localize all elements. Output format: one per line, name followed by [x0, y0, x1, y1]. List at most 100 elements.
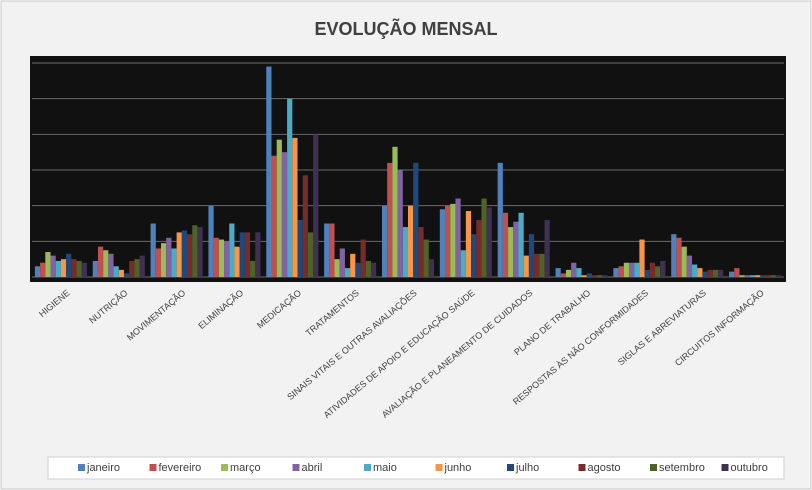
bar [218, 239, 225, 277]
bar [266, 66, 272, 277]
bar [618, 266, 624, 277]
bar [34, 266, 41, 277]
bar [244, 232, 251, 277]
bar [271, 155, 277, 277]
legend-label: junho [444, 462, 472, 474]
bar [586, 273, 592, 277]
bar [613, 268, 619, 277]
bar [508, 227, 514, 277]
bar [413, 162, 419, 277]
bar [734, 268, 740, 277]
bar [313, 134, 319, 277]
bar [591, 275, 598, 277]
legend-label: maio [373, 462, 397, 474]
bar [539, 253, 545, 277]
bar [450, 203, 456, 277]
bar [92, 260, 98, 277]
bar [50, 255, 56, 277]
legend-swatch [364, 464, 371, 471]
bar [460, 250, 466, 277]
bar [692, 264, 698, 277]
bar [576, 268, 582, 277]
bar [623, 262, 629, 277]
bar [281, 152, 288, 277]
bar [97, 246, 104, 277]
bar [229, 223, 235, 277]
legend-label: janeiro [86, 462, 120, 474]
bar [681, 246, 687, 277]
bar [597, 275, 603, 277]
legend-swatch [292, 464, 300, 471]
bar [287, 98, 293, 278]
bar [770, 275, 776, 277]
bar [234, 246, 240, 277]
bar [544, 219, 550, 277]
bar [370, 262, 377, 277]
bar [213, 237, 219, 277]
bar [686, 255, 693, 277]
bar [676, 237, 682, 277]
bar [402, 227, 408, 277]
bar [671, 234, 677, 277]
bar [760, 275, 766, 277]
bar [350, 253, 356, 277]
bar [602, 275, 608, 277]
legend-label: julho [515, 462, 539, 474]
bar [255, 232, 261, 277]
bar [644, 269, 650, 277]
bar [160, 243, 167, 277]
bar [45, 252, 51, 277]
bar [628, 262, 635, 277]
bar [481, 198, 487, 277]
bar [66, 253, 72, 277]
bar [76, 260, 82, 277]
bar [423, 239, 429, 277]
legend-label: abril [302, 462, 323, 474]
bar [150, 223, 156, 277]
bar [139, 255, 145, 277]
bar [455, 198, 461, 277]
bar [707, 269, 713, 277]
bar [60, 259, 67, 277]
bar [718, 269, 724, 277]
bar [497, 162, 503, 277]
bar [344, 268, 351, 277]
bar [176, 232, 182, 277]
legend [47, 456, 785, 480]
bar [307, 232, 314, 277]
bar [634, 262, 640, 277]
bar [192, 225, 198, 277]
bar [276, 139, 282, 277]
bar [197, 227, 203, 277]
bar [765, 275, 771, 277]
bar [123, 273, 130, 277]
bar [560, 273, 566, 277]
bar [224, 241, 230, 277]
bar [471, 234, 477, 277]
bar [555, 268, 561, 277]
bar [381, 205, 388, 277]
bar [702, 271, 708, 277]
bar [40, 262, 46, 277]
bar [712, 269, 719, 277]
bar [55, 260, 61, 277]
bar [528, 234, 535, 277]
bar [418, 227, 424, 277]
bar [365, 260, 371, 277]
bar [339, 248, 345, 277]
bar [166, 237, 172, 277]
bar [129, 260, 135, 277]
bar [739, 275, 745, 277]
bar [755, 275, 761, 277]
bar [513, 221, 519, 277]
legend-swatch [221, 464, 228, 471]
bar [775, 275, 782, 277]
bar [297, 219, 303, 277]
bar [171, 248, 177, 277]
bar [81, 262, 87, 277]
bar [108, 253, 114, 277]
bar [655, 266, 661, 277]
bar [118, 269, 124, 277]
bar [392, 146, 398, 277]
